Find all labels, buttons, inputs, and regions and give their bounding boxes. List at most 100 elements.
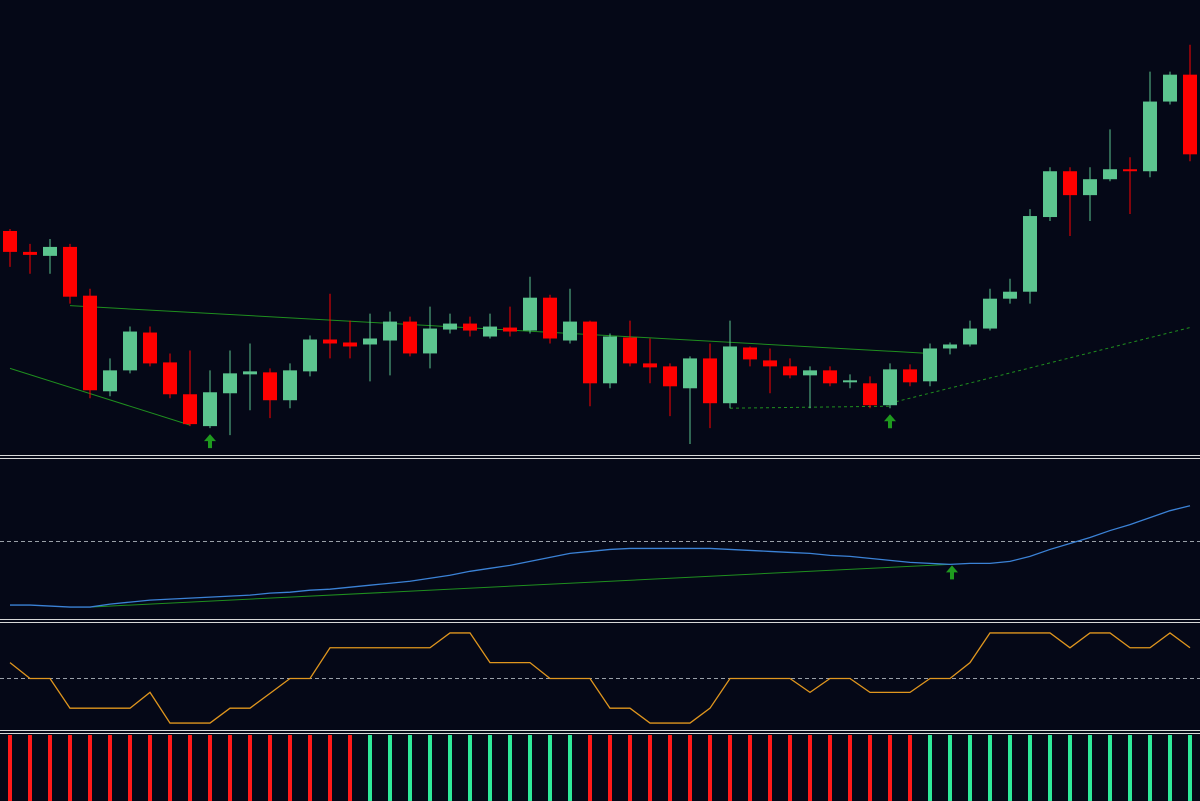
candle-body: [1063, 171, 1077, 196]
signal-bar: [208, 735, 212, 801]
candle-body: [983, 298, 997, 329]
signal-bar: [1028, 735, 1032, 801]
candle-body: [543, 297, 557, 339]
signal-bar: [788, 735, 792, 801]
candle-body: [503, 327, 517, 332]
candle-body: [623, 337, 637, 364]
signal-bar: [88, 735, 92, 801]
signal-bar: [1188, 735, 1192, 801]
signal-bar: [48, 735, 52, 801]
signal-bar: [1168, 735, 1172, 801]
candle-body: [143, 332, 157, 364]
signal-bar: [668, 735, 672, 801]
candle-body: [663, 366, 677, 387]
signal-bar: [748, 735, 752, 801]
indicator-line: [10, 505, 1191, 608]
signal-arrow: [946, 565, 958, 580]
signal-bar: [708, 735, 712, 801]
signal-bar: [468, 735, 472, 801]
candle-body: [883, 369, 897, 406]
signal-bar: [128, 735, 132, 801]
signal-bar: [1148, 735, 1152, 801]
candle-body: [83, 295, 97, 391]
candle-body: [23, 251, 37, 255]
candle-body: [303, 339, 317, 372]
pane-separators: [0, 455, 1200, 734]
signal-bar: [628, 735, 632, 801]
trendline: [9, 367, 191, 426]
signal-bar: [488, 735, 492, 801]
signal-bar: [568, 735, 572, 801]
candle-body: [683, 358, 697, 389]
signal-arrow: [884, 414, 896, 429]
signal-bar: [308, 735, 312, 801]
signal-bar: [528, 735, 532, 801]
signal-bar: [768, 735, 772, 801]
signal-bar: [928, 735, 932, 801]
candle-body: [443, 323, 457, 330]
signal-bar: [1068, 735, 1072, 801]
candle-body: [523, 297, 537, 331]
candle-body: [243, 371, 257, 375]
candle-body: [903, 369, 917, 383]
candle-body: [323, 339, 337, 344]
candle-body: [1123, 169, 1137, 172]
candle-body: [43, 246, 57, 256]
candle-body: [763, 360, 777, 367]
trendline: [69, 305, 931, 354]
signal-bar: [8, 735, 12, 801]
signal-bar: [988, 735, 992, 801]
signal-bar: [828, 735, 832, 801]
signal-bar: [688, 735, 692, 801]
candle-body: [943, 344, 957, 349]
candle-body: [343, 342, 357, 347]
candle-body: [843, 380, 857, 383]
candle-body: [283, 370, 297, 401]
candle-body: [183, 394, 197, 425]
signal-bar: [188, 735, 192, 801]
signal-bar: [648, 735, 652, 801]
candle-body: [403, 321, 417, 354]
signal-bar: [168, 735, 172, 801]
candle-body: [3, 230, 17, 252]
signal-bar: [948, 735, 952, 801]
signal-bar: [1108, 735, 1112, 801]
candle-body: [103, 370, 117, 392]
signal-arrow: [204, 434, 216, 449]
candle-body: [263, 372, 277, 401]
candle-body: [163, 362, 177, 395]
signal-bar: [428, 735, 432, 801]
candle-body: [383, 321, 397, 341]
signal-bar: [508, 735, 512, 801]
signal-bar: [1088, 735, 1092, 801]
candle-body: [1003, 291, 1017, 299]
signal-bar: [448, 735, 452, 801]
candle-body: [1183, 74, 1197, 155]
candle-body: [703, 358, 717, 404]
signal-bar: [808, 735, 812, 801]
candle-body: [1163, 74, 1177, 102]
candle-body: [123, 331, 137, 371]
candle-body: [1083, 179, 1097, 196]
signal-bar: [228, 735, 232, 801]
signal-bar: [868, 735, 872, 801]
signal-bar: [848, 735, 852, 801]
signal-bar: [388, 735, 392, 801]
candle-body: [563, 321, 577, 341]
indicator-line: [9, 632, 1191, 724]
signal-bar: [1048, 735, 1052, 801]
signal-bar: [28, 735, 32, 801]
candle-body: [63, 246, 77, 297]
signal-bar: [968, 735, 972, 801]
signal-bar: [268, 735, 272, 801]
signal-bar: [368, 735, 372, 801]
candle-body: [223, 373, 237, 394]
signal-bar: [908, 735, 912, 801]
candle-body: [203, 392, 217, 427]
candle-body: [1143, 101, 1157, 172]
candle-body: [803, 370, 817, 376]
candle-body: [823, 370, 837, 384]
